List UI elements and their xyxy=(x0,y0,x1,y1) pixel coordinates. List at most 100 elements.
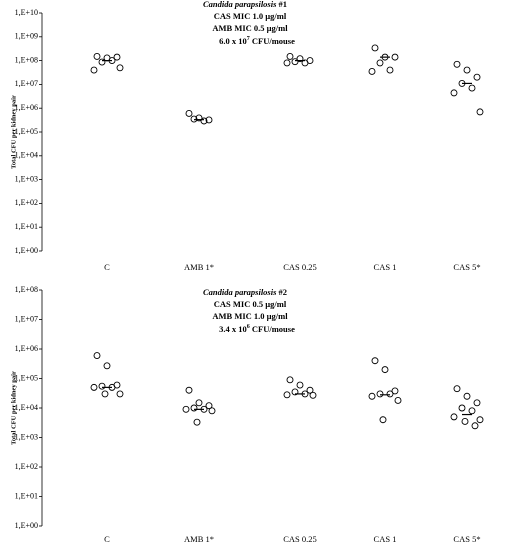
data-point xyxy=(368,392,376,400)
x-tick-label: CAS 5* xyxy=(453,534,480,544)
annotation-mic: CAS MIC 0.5 µg/ml xyxy=(214,299,287,309)
data-point xyxy=(205,116,213,124)
data-point xyxy=(116,64,124,72)
data-point xyxy=(283,59,291,67)
annotation-mic: AMB MIC 0.5 µg/ml xyxy=(212,23,288,33)
data-point xyxy=(453,60,461,68)
y-tick-label: 1,E+02 xyxy=(15,462,38,471)
x-tick-label: CAS 1 xyxy=(374,534,397,544)
x-tick-label: CAS 5* xyxy=(453,262,480,272)
data-point xyxy=(103,362,111,370)
y-tick-label: 1,E+07 xyxy=(15,314,38,323)
y-tick-label: 1,E+05 xyxy=(15,373,38,382)
data-point xyxy=(386,390,394,398)
annotation-inoculum: 6.0 x 107 CFU/mouse xyxy=(219,36,295,46)
data-point xyxy=(182,405,190,413)
data-point xyxy=(463,392,471,400)
data-point xyxy=(116,390,124,398)
panel: Candida parapsilosis #1 CAS MIC 1.0 µg/ml… xyxy=(10,0,484,272)
data-point xyxy=(386,66,394,74)
data-point xyxy=(473,399,481,407)
data-point xyxy=(205,402,213,410)
data-point xyxy=(208,407,216,415)
x-tick-label: C xyxy=(104,262,110,272)
data-point xyxy=(473,73,481,81)
inoculum-prefix: 6.0 x 10 xyxy=(219,36,247,46)
y-tick-label: 1,E+00 xyxy=(15,246,38,255)
data-point xyxy=(291,58,299,66)
data-point xyxy=(471,422,479,430)
y-tick-label: 1,E+07 xyxy=(15,79,38,88)
data-point xyxy=(371,357,379,365)
data-point xyxy=(185,386,193,394)
y-tick-label: 1,E+02 xyxy=(15,198,38,207)
data-point xyxy=(458,404,466,412)
panel: Candida parapsilosis #2 CAS MIC 0.5 µg/ml… xyxy=(10,285,484,544)
inoculum-prefix: 3.4 x 10 xyxy=(219,324,247,334)
data-point xyxy=(193,418,201,426)
y-tick-label: 1,E+01 xyxy=(15,222,38,231)
data-point xyxy=(296,55,304,63)
data-point xyxy=(90,383,98,391)
data-point xyxy=(286,52,294,60)
data-point xyxy=(379,416,387,424)
data-point xyxy=(468,84,476,92)
data-point xyxy=(195,114,203,122)
data-point xyxy=(93,352,101,359)
data-point xyxy=(301,59,309,67)
x-tick-label: AMB 1* xyxy=(184,262,214,272)
data-point xyxy=(283,391,291,399)
y-tick-label: 1,E+10 xyxy=(15,8,38,17)
data-point xyxy=(453,385,461,393)
y-axis-label: Total CFU per kidney pair xyxy=(10,371,17,445)
data-point xyxy=(296,381,304,389)
data-point xyxy=(371,44,379,52)
data-point xyxy=(306,386,314,394)
data-point xyxy=(461,417,469,425)
x-tick-label: CAS 1 xyxy=(374,262,397,272)
data-point xyxy=(376,59,384,67)
x-tick-label: CAS 0.25 xyxy=(283,534,317,544)
data-point xyxy=(376,390,384,398)
y-tick-label: 1,E+04 xyxy=(15,151,38,160)
data-point xyxy=(185,110,193,117)
inoculum-exponent: 6 xyxy=(247,324,250,330)
data-point xyxy=(368,68,376,75)
annotation-inoculum: 3.4 x 106 CFU/mouse xyxy=(219,324,295,334)
data-point xyxy=(291,388,299,396)
inoculum-suffix: CFU/mouse xyxy=(250,324,295,334)
y-tick-label: 1,E+06 xyxy=(15,103,38,112)
x-tick-label: C xyxy=(104,534,110,544)
data-point xyxy=(93,52,101,60)
data-point xyxy=(394,397,402,404)
annotation-title: Candida parapsilosis #1 xyxy=(203,0,287,9)
data-point xyxy=(468,407,476,415)
y-tick-label: 1,E+08 xyxy=(15,55,38,64)
y-tick-label: 1,E+05 xyxy=(15,127,38,136)
annotation-title: Candida parapsilosis #2 xyxy=(203,287,287,297)
data-point xyxy=(113,53,121,61)
inoculum-suffix: CFU/mouse xyxy=(250,36,295,46)
data-point xyxy=(98,58,106,66)
isolate: #1 xyxy=(279,0,288,9)
inoculum-exponent: 7 xyxy=(247,36,250,42)
data-point xyxy=(391,387,399,395)
organism: Candida parapsilosis xyxy=(203,0,277,9)
y-tick-label: 1,E+09 xyxy=(15,32,38,41)
y-tick-label: 1,E+04 xyxy=(15,403,38,412)
data-point xyxy=(381,366,389,374)
data-point xyxy=(463,66,471,74)
y-tick-label: 1,E+03 xyxy=(15,174,38,183)
annotation-mic: AMB MIC 1.0 µg/ml xyxy=(212,311,288,321)
x-tick-label: AMB 1* xyxy=(184,534,214,544)
data-point xyxy=(190,404,198,412)
y-axis-label: Total CFU per kidney pair xyxy=(10,95,17,169)
data-point xyxy=(286,376,294,384)
data-point xyxy=(450,89,458,97)
y-tick-label: 1,E+00 xyxy=(15,521,38,530)
data-point xyxy=(200,117,208,125)
y-tick-label: 1,E+03 xyxy=(15,432,38,441)
data-point xyxy=(195,399,203,407)
data-point xyxy=(476,416,484,424)
